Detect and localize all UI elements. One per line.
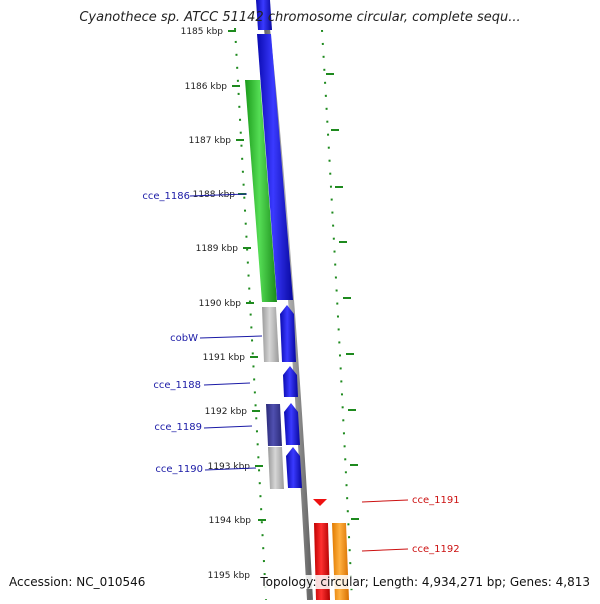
gene-feature-cce-1190[interactable]: [268, 447, 284, 489]
label-leader: [361, 548, 409, 552]
ruler-tick-label: 1193 kbp: [208, 462, 251, 472]
accession-label: Accession: NC_010546: [9, 575, 146, 589]
label-leader: [189, 193, 248, 197]
ruler-tick-label: 1186 kbp: [185, 82, 228, 92]
gene-label-cce-1188[interactable]: cce_1188: [153, 380, 201, 391]
ruler-tick-label: 1187 kbp: [189, 136, 232, 146]
label-leader: [203, 382, 251, 386]
cds-feature-cce-1188[interactable]: [283, 366, 298, 397]
cds-feature-cce-1189[interactable]: [284, 403, 300, 445]
ruler-tick-label: 1195 kbp: [208, 571, 251, 581]
cds-feature[interactable]: [257, 34, 293, 300]
label-leader: [204, 467, 257, 471]
ruler-tick-label: 1194 kbp: [209, 516, 252, 526]
ruler-tick-label: 1192 kbp: [205, 407, 248, 417]
ruler-tracks: [234, 27, 359, 601]
gene-feature-cobW[interactable]: [262, 307, 279, 362]
gene-label-cce-1190[interactable]: cce_1190: [155, 464, 203, 475]
gene-label-cobW[interactable]: cobW: [170, 333, 198, 344]
cds-feature-cobW[interactable]: [280, 305, 296, 362]
gene-labels: cce_1186 cobW cce_1188 cce_1189 cce_1190…: [142, 191, 459, 555]
ruler-tick-label: 1190 kbp: [199, 299, 242, 309]
outer-ruler-track: [321, 29, 353, 601]
label-leader: [203, 425, 253, 429]
ruler-tick-label: 1185 kbp: [181, 27, 224, 37]
map-title: Cyanothece sp. ATCC 51142 chromosome cir…: [79, 10, 521, 25]
gene-label-cce-1189[interactable]: cce_1189: [154, 422, 202, 433]
ruler-tick-label: 1191 kbp: [203, 353, 246, 363]
label-leader: [361, 499, 409, 503]
cds-features: [256, 0, 302, 488]
cds-feature-cce-1191[interactable]: [313, 499, 327, 506]
gene-label-cce-1186[interactable]: cce_1186: [142, 191, 190, 202]
ruler-tick-label: 1189 kbp: [196, 244, 239, 254]
gene-features: [245, 80, 284, 489]
gene-label-cce-1191[interactable]: cce_1191: [412, 495, 460, 506]
gene-feature-cce-1186[interactable]: [245, 80, 277, 302]
cds-feature-cce-1190[interactable]: [286, 447, 302, 488]
gene-label-cce-1192[interactable]: cce_1192: [412, 544, 460, 555]
gene-feature-cce-1189[interactable]: [266, 404, 282, 446]
label-leader: [199, 335, 263, 339]
topology-summary: Topology: circular; Length: 4,934,271 bp…: [260, 575, 590, 589]
cds-feature[interactable]: [256, 0, 272, 30]
